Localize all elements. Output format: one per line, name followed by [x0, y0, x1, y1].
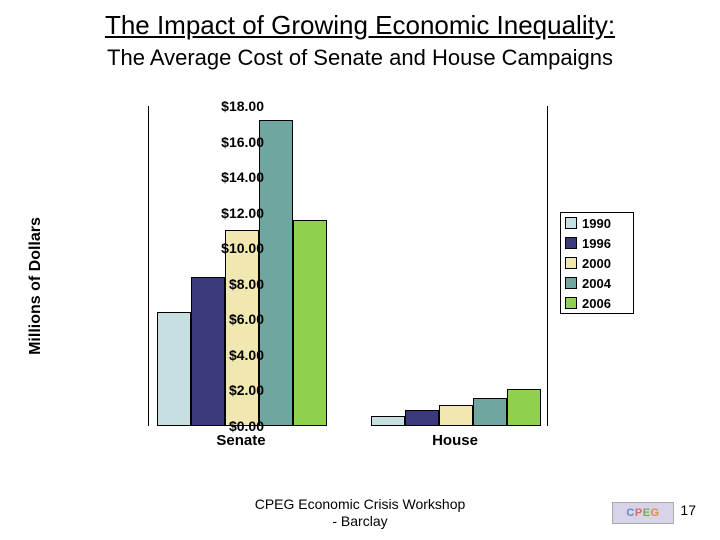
y-axis-label: Millions of Dollars: [27, 217, 45, 355]
x-category-label: Senate: [216, 432, 265, 449]
plot-area: [148, 106, 548, 426]
legend-label: 1990: [582, 216, 611, 231]
chart: Millions of Dollars 19901996200020042006…: [50, 96, 670, 476]
bar: [473, 398, 507, 426]
y-tick-label: $6.00: [229, 311, 264, 327]
cpeg-logo: CPEG: [612, 502, 674, 524]
bar: [259, 120, 293, 426]
legend-item: 2004: [561, 273, 633, 293]
legend-swatch: [565, 217, 577, 229]
legend-swatch: [565, 237, 577, 249]
legend-label: 2004: [582, 276, 611, 291]
footer-line1: CPEG Economic Crisis Workshop: [255, 496, 466, 512]
legend-item: 1990: [561, 213, 633, 233]
y-tick-label: $4.00: [229, 347, 264, 363]
bar: [157, 312, 191, 426]
y-tick-label: $8.00: [229, 276, 264, 292]
bar: [405, 410, 439, 426]
bar: [507, 389, 541, 426]
legend-item: 1996: [561, 233, 633, 253]
bar: [191, 277, 225, 426]
y-tick-label: $14.00: [221, 169, 264, 185]
y-tick-label: $2.00: [229, 382, 264, 398]
y-tick-label: $18.00: [221, 98, 264, 114]
y-tick-label: $12.00: [221, 205, 264, 221]
legend-swatch: [565, 297, 577, 309]
footer-line2: - Barclay: [332, 513, 387, 529]
legend-item: 2000: [561, 253, 633, 273]
legend: 1990 1996 2000 2004 2006: [560, 212, 634, 314]
bar: [371, 416, 405, 426]
y-tick-label: $10.00: [221, 240, 264, 256]
slide-number: 17: [680, 502, 696, 518]
legend-swatch: [565, 277, 577, 289]
legend-label: 2000: [582, 256, 611, 271]
x-category-label: House: [432, 432, 478, 449]
bar: [293, 220, 327, 426]
legend-item: 2006: [561, 293, 633, 313]
page-subtitle: The Average Cost of Senate and House Cam…: [0, 45, 720, 71]
legend-label: 2006: [582, 296, 611, 311]
y-tick-label: $16.00: [221, 134, 264, 150]
legend-swatch: [565, 257, 577, 269]
bar: [439, 405, 473, 426]
legend-label: 1996: [582, 236, 611, 251]
page-title: The Impact of Growing Economic Inequalit…: [0, 0, 720, 41]
